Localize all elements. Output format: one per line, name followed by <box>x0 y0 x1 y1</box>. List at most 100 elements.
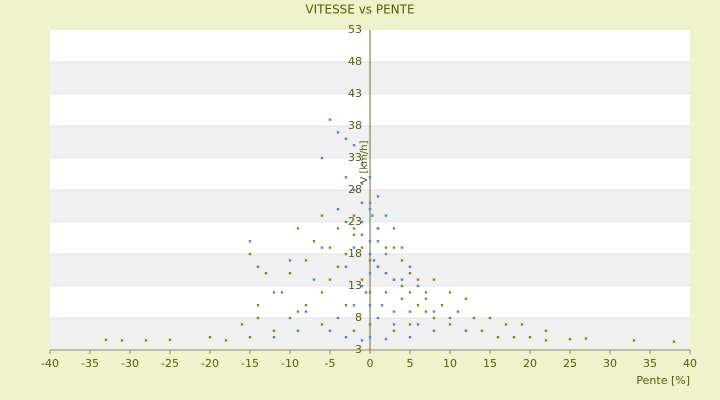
scatter-point <box>432 278 436 281</box>
scatter-point <box>392 323 396 326</box>
scatter-point <box>456 310 460 313</box>
scatter-point <box>248 240 252 243</box>
scatter-point <box>360 233 364 236</box>
x-tick-label: 0 <box>367 357 374 370</box>
y-tick-label: 38 <box>348 119 362 132</box>
scatter-point <box>288 272 292 275</box>
scatter-point <box>272 336 276 339</box>
scatter-point <box>520 323 524 326</box>
scatter-point <box>440 304 444 307</box>
scatter-point <box>144 339 148 342</box>
scatter-point <box>304 310 308 313</box>
scatter-point <box>336 227 340 230</box>
scatter-point <box>352 304 356 307</box>
scatter-point <box>376 195 380 198</box>
scatter-point <box>320 156 324 160</box>
scatter-point <box>384 272 388 275</box>
scatter-point <box>368 201 372 204</box>
x-axis-label: Pente [%] <box>636 374 690 387</box>
scatter-point <box>288 259 292 262</box>
scatter-point <box>371 214 374 217</box>
y-tick-label: 43 <box>348 87 362 100</box>
scatter-point <box>352 246 356 249</box>
scatter-point <box>368 259 372 262</box>
x-tick-label: 30 <box>603 357 617 370</box>
scatter-point <box>272 329 276 332</box>
scatter-point <box>360 201 364 204</box>
scatter-point <box>360 284 364 288</box>
scatter-point <box>432 316 436 320</box>
scatter-point <box>568 337 572 341</box>
scatter-point <box>408 265 412 268</box>
scatter-point <box>368 252 372 256</box>
x-tick-label: -10 <box>281 357 299 370</box>
scatter-point <box>384 291 388 294</box>
scatter-point <box>296 329 300 332</box>
scatter-point <box>368 323 372 326</box>
y-tick-label: 53 <box>348 23 362 36</box>
scatter-point <box>488 316 492 320</box>
y-axis-label: V [km/h] <box>359 140 370 183</box>
scatter-point <box>352 188 356 192</box>
chart-title: VITESSE vs PENTE <box>305 3 414 17</box>
scatter-point <box>408 310 412 313</box>
x-tick-label: -30 <box>121 357 139 370</box>
scatter-point <box>464 297 468 300</box>
scatter-point <box>360 339 364 342</box>
scatter-point <box>384 246 388 249</box>
scatter-point <box>360 182 364 185</box>
scatter-point <box>344 336 348 339</box>
scatter-point <box>400 284 404 288</box>
scatter-point <box>424 291 428 294</box>
scatter-point <box>328 118 332 121</box>
scatter-point <box>528 336 532 339</box>
scatter-point <box>224 339 228 342</box>
scatter-point <box>392 310 396 313</box>
scatter-point <box>632 339 636 342</box>
y-tick-label: 18 <box>348 247 362 260</box>
scatter-point <box>344 265 348 268</box>
scatter-point <box>368 208 372 211</box>
scatter-point <box>256 316 260 320</box>
scatter-point <box>368 272 372 275</box>
scatter-point <box>400 297 404 300</box>
scatter-point <box>408 323 412 326</box>
scatter-point <box>248 252 252 256</box>
y-tick-label: 13 <box>348 279 362 292</box>
scatter-point <box>336 316 340 320</box>
scatter-point <box>392 278 396 281</box>
scatter-point <box>344 252 348 256</box>
x-tick-label: -35 <box>81 357 99 370</box>
scatter-point <box>376 316 380 320</box>
x-tick-label: -15 <box>241 357 259 370</box>
scatter-point <box>360 220 364 224</box>
scatter-point <box>380 304 384 307</box>
scatter-point <box>336 131 340 134</box>
scatter-point <box>328 278 332 281</box>
x-tick-label: 35 <box>643 357 657 370</box>
scatter-point <box>352 144 356 147</box>
scatter-point <box>544 329 548 332</box>
x-tick-label: 10 <box>443 357 457 370</box>
scatter-point <box>368 336 372 339</box>
x-tick-label: -20 <box>201 357 219 370</box>
scatter-point <box>344 137 348 140</box>
y-tick-label: 8 <box>355 311 362 324</box>
x-tick-label: -25 <box>161 357 179 370</box>
scatter-point <box>312 240 316 243</box>
scatter-point <box>320 246 324 249</box>
scatter-point <box>372 259 376 262</box>
scatter-point <box>368 176 372 179</box>
scatter-point <box>280 291 284 294</box>
scatter-point <box>416 278 420 281</box>
scatter-point <box>376 265 380 268</box>
scatter-point <box>392 329 396 332</box>
scatter-point <box>328 329 332 332</box>
scatter-point <box>336 208 340 211</box>
x-tick-label: 40 <box>683 357 697 370</box>
scatter-point <box>392 246 396 249</box>
scatter-point <box>168 338 172 341</box>
scatter-point <box>416 304 420 307</box>
scatter-point <box>104 338 108 341</box>
scatter-point <box>368 291 372 294</box>
